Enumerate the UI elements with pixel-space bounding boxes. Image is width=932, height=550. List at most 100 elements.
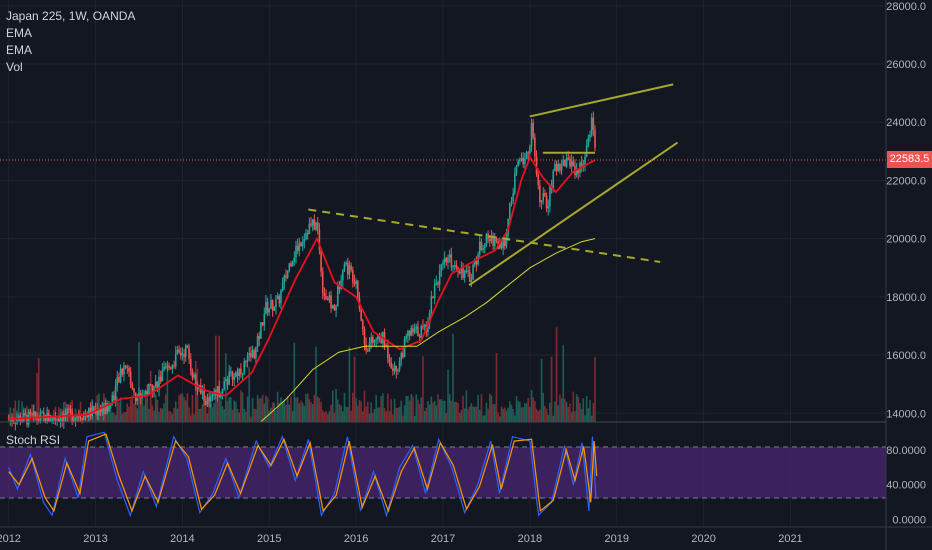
volume-bar <box>240 390 242 422</box>
candle-body <box>402 353 404 358</box>
candle-body <box>483 245 486 249</box>
time-axis[interactable]: 2012 2013 2014 2015 2016 2017 2018 2019 2020 2021 <box>0 533 803 545</box>
volume-bar <box>201 404 204 422</box>
candle-body <box>12 422 15 424</box>
volume-bar <box>362 411 364 422</box>
candle-body <box>32 411 35 415</box>
trendlines[interactable] <box>308 83 679 287</box>
stoch-rsi-label[interactable]: Stoch RSI <box>6 433 61 447</box>
stoch-tick-label: 40.0000 <box>886 480 926 492</box>
candle-body <box>575 170 578 176</box>
volume-bar <box>557 405 560 422</box>
ema-fast-label[interactable]: EMA <box>6 26 33 40</box>
volume-bar <box>579 402 581 422</box>
candle-body <box>445 258 448 263</box>
volume-bar <box>539 409 541 422</box>
candle-body <box>104 402 107 414</box>
volume-bar <box>318 398 321 422</box>
candle-body <box>109 404 112 406</box>
volume-bar <box>336 399 339 422</box>
volume-bar <box>540 358 543 422</box>
volume-bar <box>574 411 576 422</box>
candle-body <box>345 262 347 264</box>
candle-body <box>128 367 130 372</box>
candle-body <box>168 365 170 368</box>
symbol-title[interactable]: Japan 225, 1W, OANDA <box>6 9 136 23</box>
volume-label[interactable]: Vol <box>6 60 23 74</box>
volume-bar <box>545 408 548 422</box>
volume-bar <box>467 408 469 422</box>
candle-body <box>64 413 67 416</box>
volume-bar <box>341 411 344 422</box>
price-tick-label: 24000.0 <box>886 117 926 129</box>
candle-body <box>412 328 414 333</box>
candle-body <box>181 353 184 356</box>
volume-bar <box>355 398 357 422</box>
volume-bar <box>477 394 479 422</box>
volume-bar <box>199 408 202 422</box>
volume-bar <box>407 395 409 422</box>
volume-bar <box>204 404 207 422</box>
candle-body <box>133 388 135 393</box>
candle-body <box>311 219 314 226</box>
price-axis[interactable]: 28000.0 26000.0 24000.0 22000.0 20000.0 18000… <box>886 1 926 420</box>
stoch-rsi-lines <box>8 431 598 518</box>
volume-bar <box>293 342 296 422</box>
candle-body <box>542 193 545 201</box>
volume-bar <box>198 408 200 422</box>
volume-bar <box>529 406 531 422</box>
candle-body <box>544 193 546 196</box>
volume-bar <box>567 407 570 422</box>
volume-bar <box>285 404 287 422</box>
volume-bar <box>510 404 513 422</box>
volume-bar <box>283 399 286 422</box>
candle-body <box>530 122 533 147</box>
candle-body <box>525 152 528 159</box>
volume-bar <box>468 406 471 422</box>
candle-body <box>240 368 242 375</box>
candle-body <box>527 152 529 154</box>
candle-body <box>475 261 478 265</box>
stoch-axis[interactable]: 80.0000 40.0000 0.0000 <box>886 445 926 527</box>
candle-body <box>189 359 192 371</box>
candle-body <box>255 346 257 359</box>
candle-body <box>301 241 304 247</box>
volume-bar <box>440 399 443 422</box>
candle-body <box>263 313 266 326</box>
candle-body <box>256 336 259 347</box>
candle-body <box>450 254 453 268</box>
volume-bar <box>280 397 282 422</box>
candle-body <box>116 376 119 387</box>
candle-body <box>462 267 464 278</box>
candle-body <box>375 339 377 341</box>
candle-body <box>452 265 454 268</box>
candle-body <box>326 298 329 301</box>
volume-bar <box>445 413 448 422</box>
volume-bar <box>310 402 312 422</box>
candle-body <box>34 411 37 418</box>
candle-body <box>336 286 339 307</box>
volume-bar <box>291 410 294 422</box>
volume-bar <box>246 396 249 422</box>
candle-body <box>490 235 493 242</box>
volume-bar <box>149 370 152 422</box>
volume-bar <box>542 392 545 422</box>
candle-body <box>148 384 150 394</box>
candle-body <box>7 419 10 421</box>
volume-bar <box>281 401 284 422</box>
volume-bar <box>443 400 446 422</box>
ema-slow-label[interactable]: EMA <box>6 43 33 57</box>
volume-bar <box>372 412 374 422</box>
volume-bar <box>213 402 215 422</box>
volume-bar <box>183 397 185 422</box>
candle-body <box>498 241 501 249</box>
candle-body <box>265 301 267 314</box>
candle-body <box>346 262 349 275</box>
candle-body <box>510 201 513 204</box>
volume-bar <box>438 399 441 422</box>
volume-bar <box>393 398 396 422</box>
candle-body <box>590 117 593 135</box>
candle-body <box>154 381 157 387</box>
volume-bar <box>271 402 274 422</box>
